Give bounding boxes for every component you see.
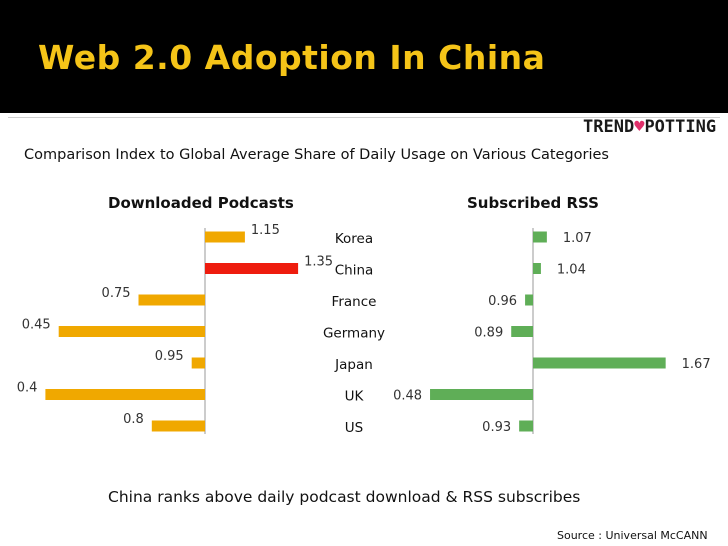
- category-label-korea: Korea: [335, 231, 373, 247]
- podcasts-chart-title: Downloaded Podcasts: [108, 194, 294, 212]
- podcasts-bar-us: [151, 420, 205, 432]
- slide-title: Web 2.0 Adoption In China: [38, 38, 546, 77]
- podcasts-value-label-korea: 1.15: [251, 223, 280, 238]
- rss-bar-germany: [511, 326, 533, 337]
- logo-text-right: POTTING: [644, 117, 717, 137]
- header-bar: Web 2.0 Adoption In China: [0, 0, 728, 113]
- rss-bar-us: [519, 420, 533, 432]
- rss-value-label-france: 0.96: [488, 294, 517, 309]
- category-label-france: France: [332, 294, 377, 310]
- source-note: Source : Universal McCANN: [557, 529, 708, 542]
- podcasts-value-label-us: 0.8: [123, 412, 144, 427]
- podcasts-value-label-china: 1.35: [304, 255, 333, 270]
- rss-value-label-uk: 0.48: [393, 389, 422, 404]
- podcasts-value-label-germany: 0.45: [22, 318, 51, 333]
- category-label-japan: Japan: [334, 357, 373, 373]
- heart-icon: ♥: [634, 117, 645, 137]
- rss-value-label-china: 1.04: [557, 263, 586, 278]
- podcasts-bar-uk: [45, 389, 206, 400]
- trendspotting-logo: TREND♥POTTING: [583, 117, 716, 139]
- rss-value-label-japan: 1.67: [682, 357, 711, 372]
- rss-bar-china: [533, 263, 541, 274]
- category-label-germany: Germany: [323, 326, 385, 342]
- chart-subtitle: Comparison Index to Global Average Share…: [24, 147, 609, 163]
- podcasts-value-label-uk: 0.4: [17, 381, 38, 396]
- rss-value-label-korea: 1.07: [563, 231, 592, 246]
- rss-value-label-us: 0.93: [482, 420, 511, 435]
- category-label-uk: UK: [345, 389, 365, 405]
- rss-chart-title: Subscribed RSS: [467, 194, 599, 212]
- podcasts-bar-japan: [191, 357, 205, 369]
- logo-text-left: TREND: [583, 117, 635, 137]
- podcasts-value-label-japan: 0.95: [155, 349, 184, 364]
- rss-bar-korea: [533, 231, 547, 243]
- category-label-us: US: [345, 420, 363, 436]
- rss-bar-france: [525, 294, 533, 306]
- podcasts-bar-france: [138, 294, 205, 306]
- rss-bar-uk: [430, 389, 533, 400]
- header-divider: [8, 117, 720, 118]
- podcasts-bar-china: [205, 263, 299, 274]
- podcasts-bar-germany: [58, 326, 206, 337]
- chart-caption: China ranks above daily podcast download…: [108, 488, 581, 506]
- podcasts-bar-korea: [205, 231, 245, 243]
- podcasts-value-label-france: 0.75: [102, 286, 131, 301]
- rss-bar-japan: [533, 357, 666, 369]
- rss-value-label-germany: 0.89: [474, 326, 503, 341]
- category-label-china: China: [335, 263, 374, 279]
